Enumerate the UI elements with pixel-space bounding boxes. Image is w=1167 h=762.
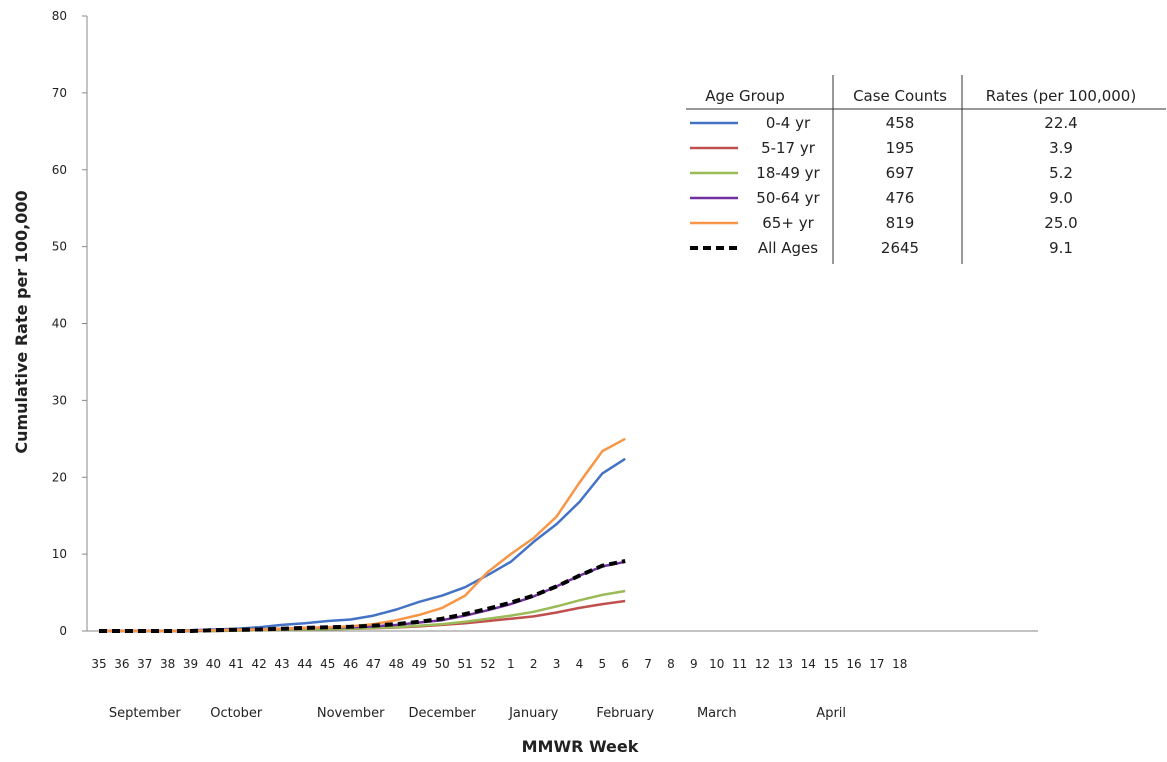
- legend-case-count: 458: [886, 114, 915, 132]
- table-header: Case Counts: [853, 87, 947, 105]
- x-tick-label: 12: [755, 657, 770, 671]
- legend-case-count: 195: [886, 139, 915, 157]
- x-tick-label: 6: [621, 657, 629, 671]
- x-tick-label: 10: [709, 657, 724, 671]
- series-line-0-4-yr: [99, 457, 626, 633]
- series-lines: [99, 437, 626, 633]
- legend-series-name: 50-64 yr: [756, 189, 820, 207]
- x-tick-label: 45: [320, 657, 335, 671]
- legend-series-name: 0-4 yr: [766, 114, 811, 132]
- x-tick-label: 41: [229, 657, 244, 671]
- legend-table: Age Group Case Counts Rates (per 100,000) 0…: [686, 75, 1166, 264]
- legend-case-count: 697: [886, 164, 915, 182]
- y-tick-label: 60: [52, 163, 67, 177]
- x-axis-label: MMWR Week: [522, 737, 639, 756]
- month-labels: September October November December January F…: [109, 706, 846, 721]
- x-tick-label: 38: [160, 657, 175, 671]
- month-label: January: [508, 706, 559, 721]
- legend-rate: 5.2: [1049, 164, 1073, 182]
- x-tick-label: 3: [553, 657, 561, 671]
- y-tick-label: 40: [52, 317, 67, 331]
- legend-case-count: 819: [886, 214, 915, 232]
- x-tick-label: 47: [366, 657, 381, 671]
- x-tick-label: 51: [457, 657, 472, 671]
- x-tick-label: 43: [274, 657, 289, 671]
- series-line-50-64-yr: [99, 560, 626, 633]
- x-tick-label: 35: [91, 657, 106, 671]
- month-label: March: [697, 706, 737, 721]
- month-label: December: [408, 706, 476, 721]
- legend-rate: 9.1: [1049, 239, 1073, 257]
- legend-rate: 22.4: [1044, 114, 1077, 132]
- x-tick-labels: 35 36 37 38 39 40 41 42 43 44 45 46 47 48 49 50 51 52 1 2 3 4…: [91, 657, 907, 671]
- x-tick-label: 17: [869, 657, 884, 671]
- legend-series-name: 65+ yr: [762, 214, 814, 232]
- y-tick-label: 20: [52, 470, 67, 484]
- y-tick-labels: 0 10 20 30 40 50 60 70 80: [52, 9, 67, 638]
- x-tick-label: 1: [507, 657, 515, 671]
- series-line-all-ages: [99, 559, 626, 633]
- legend-series-name: All Ages: [758, 239, 818, 257]
- x-tick-label: 40: [206, 657, 221, 671]
- x-tick-label: 49: [412, 657, 427, 671]
- x-tick-label: 39: [183, 657, 198, 671]
- legend-rate: 3.9: [1049, 139, 1073, 157]
- x-tick-label: 50: [435, 657, 450, 671]
- legend-series-name: 5-17 yr: [761, 139, 816, 157]
- month-label: November: [317, 706, 385, 721]
- month-label: October: [210, 706, 263, 721]
- y-tick-label: 0: [59, 624, 67, 638]
- legend-case-count: 2645: [881, 239, 919, 257]
- legend-rate: 25.0: [1044, 214, 1077, 232]
- x-tick-label: 18: [892, 657, 907, 671]
- legend-rate: 9.0: [1049, 189, 1073, 207]
- month-label: February: [596, 706, 654, 721]
- x-tick-label: 15: [824, 657, 839, 671]
- x-tick-label: 46: [343, 657, 358, 671]
- x-tick-label: 42: [252, 657, 267, 671]
- y-tick-label: 50: [52, 240, 67, 254]
- axes: [82, 15, 1038, 632]
- x-tick-label: 44: [297, 657, 312, 671]
- legend-series-name: 18-49 yr: [756, 164, 820, 182]
- legend-case-count: 476: [886, 189, 915, 207]
- y-tick-label: 70: [52, 86, 67, 100]
- y-tick-label: 80: [52, 9, 67, 23]
- series-line-65-yr: [99, 437, 626, 633]
- x-tick-label: 9: [690, 657, 698, 671]
- x-tick-label: 14: [801, 657, 816, 671]
- x-tick-label: 37: [137, 657, 152, 671]
- month-label: April: [816, 706, 846, 721]
- x-tick-label: 5: [599, 657, 607, 671]
- x-tick-label: 11: [732, 657, 747, 671]
- y-axis-label: Cumulative Rate per 100,000: [12, 190, 31, 453]
- x-tick-label: 8: [667, 657, 675, 671]
- table-header: Age Group: [705, 87, 784, 105]
- table-header: Rates (per 100,000): [986, 87, 1136, 105]
- x-tick-label: 4: [576, 657, 584, 671]
- x-tick-label: 52: [480, 657, 495, 671]
- y-tick-label: 30: [52, 393, 67, 407]
- x-tick-label: 48: [389, 657, 404, 671]
- x-tick-label: 36: [114, 657, 129, 671]
- month-label: September: [109, 706, 182, 721]
- x-tick-label: 7: [644, 657, 652, 671]
- x-tick-label: 2: [530, 657, 538, 671]
- x-tick-label: 13: [778, 657, 793, 671]
- x-tick-label: 16: [846, 657, 861, 671]
- y-tick-label: 10: [52, 547, 67, 561]
